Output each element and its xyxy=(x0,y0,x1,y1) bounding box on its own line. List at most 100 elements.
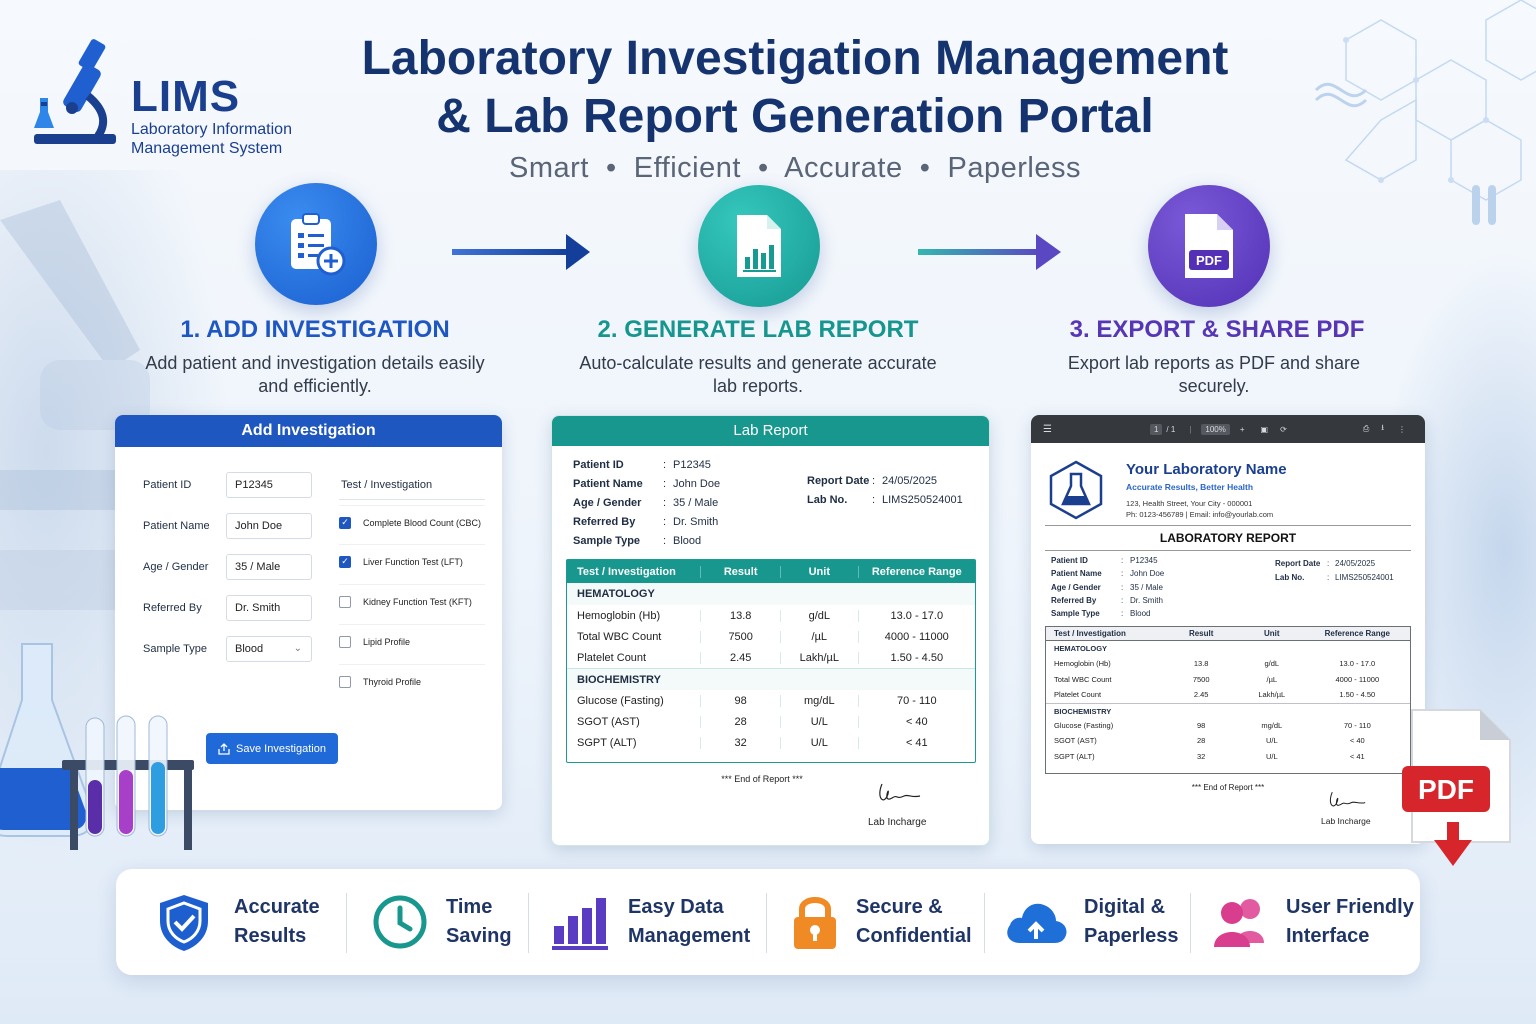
brand-name: LIMS xyxy=(131,72,241,121)
test-option-lipid[interactable]: Lipid Profile xyxy=(339,624,485,658)
feature-line: Interface xyxy=(1286,925,1370,947)
patient-info-value: Dr. Smith xyxy=(1130,595,1163,605)
table-cell: 13.0 - 17.0 xyxy=(857,609,975,622)
checkbox-checked-icon[interactable]: ✓ xyxy=(339,516,351,529)
save-investigation-button[interactable]: Save Investigation xyxy=(206,733,338,764)
colon-separator: : xyxy=(872,494,876,506)
print-icon[interactable]: ⎙ xyxy=(1362,424,1370,433)
svg-text:PDF: PDF xyxy=(1196,253,1222,268)
divider xyxy=(984,893,985,953)
patient-id-input[interactable]: P12345 xyxy=(226,472,312,498)
step-2-title: 2. GENERATE LAB REPORT xyxy=(597,316,919,343)
table-cell: U/L xyxy=(779,736,858,749)
colon-separator: : xyxy=(663,478,667,490)
lock-icon xyxy=(794,897,836,949)
patient-info-value: Dr. Smith xyxy=(673,516,719,528)
colon-separator: : xyxy=(663,516,667,528)
sample-type-label: Sample Type xyxy=(143,643,208,655)
rotate-icon[interactable]: ⟳ xyxy=(1280,424,1287,434)
patient-info-value: P12345 xyxy=(1130,556,1158,565)
sample-type-select[interactable]: Blood ⌄ xyxy=(226,636,312,662)
table-cell: 13.8 xyxy=(700,609,780,622)
tests-header: Test / Investigation xyxy=(341,479,433,491)
brand-subtitle-line1: Laboratory Information xyxy=(131,121,292,138)
table-cell: 7500 xyxy=(700,630,780,643)
table-cell: 32 xyxy=(700,736,780,749)
divider xyxy=(1190,893,1191,953)
patient-info-label: Referred By xyxy=(1051,595,1097,605)
menu-icon[interactable]: ☰ xyxy=(1043,423,1052,435)
feature-line: Time xyxy=(446,896,493,918)
report-meta-value: LIMS250524001 xyxy=(882,494,963,506)
checkbox-unchecked-icon[interactable] xyxy=(339,635,351,648)
feature-line: Digital & xyxy=(1084,896,1166,918)
feature-easy-data-management: Easy Data Management xyxy=(552,869,750,975)
table-row: Total WBC Count 7500/µL 4000 - 11000 xyxy=(1046,672,1410,688)
table-cell: Glucose (Fasting) xyxy=(1054,720,1114,730)
feature-label: Secure & Confidential xyxy=(856,893,972,951)
step-2-description: Auto-calculate results and generate accu… xyxy=(579,353,937,396)
test-option-label: Thyroid Profile xyxy=(363,676,422,687)
table-cell: Total WBC Count xyxy=(1054,674,1112,684)
test-option-label: Liver Function Test (LFT) xyxy=(363,556,463,567)
zoom-level[interactable]: 100% xyxy=(1201,423,1230,435)
download-icon[interactable]: ⭳ xyxy=(1381,423,1385,432)
table-row: Hemoglobin (Hb) 13.8 g/dL 13.0 - 17.0 xyxy=(1046,656,1410,672)
column-header: Reference Range xyxy=(857,565,975,578)
feature-line: Accurate xyxy=(234,896,320,918)
table-cell: Glucose (Fasting) xyxy=(577,694,664,707)
step-3-description: Export lab reports as PDF and share secu… xyxy=(1067,353,1361,396)
table-row: SGOT (AST) 28 U/L < 40 xyxy=(567,711,975,732)
patient-info-value: 35 / Male xyxy=(1130,582,1163,592)
checkbox-unchecked-icon[interactable] xyxy=(339,675,351,688)
table-cell: /µL xyxy=(1266,674,1278,684)
table-row: Glucose (Fasting) 98 mg/dL 70 - 110 xyxy=(567,690,975,711)
table-cell: 4000 - 11000 xyxy=(1335,674,1380,684)
test-option-kft[interactable]: Kidney Function Test (KFT) xyxy=(339,584,485,618)
table-cell: 1.50 - 4.50 xyxy=(857,651,975,664)
table-cell: mg/dL xyxy=(779,694,858,707)
pdf-download-icon[interactable]: PDF xyxy=(1402,708,1514,868)
table-row: SGPT (ALT) 32 U/L < 41 xyxy=(1046,749,1410,765)
step-3-title: 3. EXPORT & SHARE PDF xyxy=(1069,316,1365,343)
table-cell: Platelet Count xyxy=(1054,690,1102,700)
more-options-icon[interactable]: ⋮ xyxy=(1398,424,1407,434)
page-title-line1: Laboratory Investigation Management xyxy=(361,32,1229,85)
report-meta-value: LIMS250524001 xyxy=(1335,573,1394,582)
column-header: Test / Investigation xyxy=(1054,629,1126,638)
patient-name-input[interactable]: John Doe xyxy=(226,513,312,539)
zoom-in-icon[interactable]: + xyxy=(1239,424,1245,434)
fit-page-icon[interactable]: ▣ xyxy=(1260,424,1269,434)
table-cell: 28 xyxy=(700,715,780,728)
feature-line: Saving xyxy=(446,925,512,947)
age-gender-input[interactable]: 35 / Male xyxy=(226,554,312,580)
pdf-viewer-panel: ☰ 1 / 1 | 100% + ▣ ⟳ ⎙ ⭳ ⋮ Your Laborato… xyxy=(1031,415,1425,844)
pdf-file-icon: PDF xyxy=(1148,185,1270,307)
patient-info-value: John Doe xyxy=(673,478,721,490)
add-investigation-panel: Add Investigation Patient ID P12345 Pati… xyxy=(115,415,502,810)
patient-info-value: P12345 xyxy=(673,459,711,471)
clipboard-add-icon xyxy=(255,183,377,305)
table-cell: < 41 xyxy=(857,736,975,749)
table-row: Platelet Count 2.45 Lakh/µL 1.50 - 4.50 xyxy=(567,647,975,668)
feature-accurate-results: Accurate Results xyxy=(154,869,320,975)
checkbox-checked-icon[interactable]: ✓ xyxy=(339,555,351,568)
column-header: Result xyxy=(1188,629,1214,638)
pdf-report-table: Test / Investigation Result Unit Referen… xyxy=(1045,626,1411,774)
test-option-lft[interactable]: ✓ Liver Function Test (LFT) xyxy=(339,544,485,578)
page-title: Laboratory Investigation Management & La… xyxy=(300,30,1290,146)
test-option-thyroid[interactable]: Thyroid Profile xyxy=(339,664,485,698)
referred-by-input[interactable]: Dr. Smith xyxy=(226,595,312,621)
feature-line: User Friendly xyxy=(1286,896,1414,918)
test-option-cbc[interactable]: ✓ Complete Blood Count (CBC) xyxy=(339,505,485,539)
test-option-label: Complete Blood Count (CBC) xyxy=(363,517,482,528)
lab-name: Your Laboratory Name xyxy=(1126,461,1287,478)
test-option-label: Kidney Function Test (KFT) xyxy=(363,596,472,607)
patient-info-label: Sample Type xyxy=(1051,609,1100,619)
checkbox-unchecked-icon[interactable] xyxy=(339,595,351,608)
table-row: Glucose (Fasting) 98 mg/dL 70 - 110 xyxy=(1046,718,1410,734)
arrow-right-icon xyxy=(918,234,1061,270)
table-cell: U/L xyxy=(1265,751,1278,761)
page-number-input[interactable]: 1 xyxy=(1149,423,1163,435)
lab-report-panel: Lab Report Patient ID: P12345 Patient Name… xyxy=(551,415,990,846)
